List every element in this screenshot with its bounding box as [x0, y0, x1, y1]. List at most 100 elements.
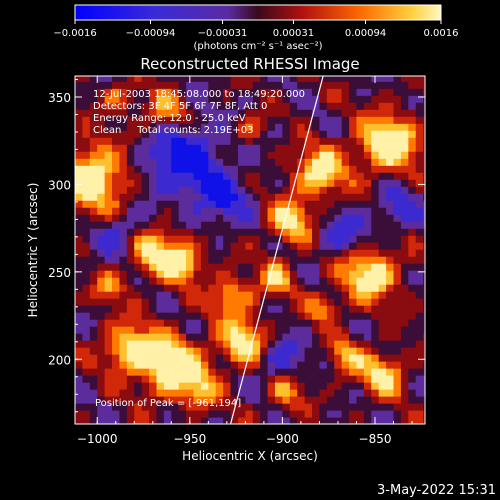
- heatmap-cell: [371, 312, 380, 320]
- heatmap-cell: [423, 382, 425, 390]
- heatmap-cell: [82, 144, 91, 152]
- heatmap-cell: [297, 151, 306, 159]
- heatmap-cell: [156, 256, 165, 264]
- heatmap-cell: [171, 333, 180, 341]
- heatmap-cell: [341, 165, 350, 173]
- heatmap-cell: [193, 340, 202, 348]
- heatmap-cell: [223, 179, 232, 187]
- heatmap-cell: [319, 340, 328, 348]
- heatmap-cell: [156, 389, 165, 397]
- heatmap-cell: [386, 179, 395, 187]
- heatmap-cell: [237, 368, 246, 376]
- heatmap-cell: [215, 375, 224, 383]
- heatmap-cell: [341, 375, 350, 383]
- heatmap-cell: [134, 207, 143, 215]
- y-tick-label: 350: [48, 91, 71, 105]
- heatmap-cell: [230, 172, 239, 180]
- heatmap-cell: [282, 270, 291, 278]
- heatmap-cell: [215, 95, 224, 103]
- heatmap-cell: [356, 116, 365, 124]
- heatmap-cell: [119, 221, 128, 229]
- heatmap-cell: [408, 354, 417, 362]
- heatmap-cell: [423, 410, 425, 418]
- heatmap-cell: [356, 102, 365, 110]
- heatmap-cell: [378, 410, 387, 418]
- heatmap-cell: [141, 235, 150, 243]
- heatmap-cell: [282, 137, 291, 145]
- heatmap-cell: [326, 137, 335, 145]
- heatmap-cell: [393, 368, 402, 376]
- heatmap-cell: [400, 368, 409, 376]
- heatmap-cell: [149, 284, 158, 292]
- heatmap-cell: [319, 354, 328, 362]
- heatmap-cell: [200, 200, 209, 208]
- heatmap-cell: [223, 382, 232, 390]
- heatmap-cell: [171, 179, 180, 187]
- heatmap-cell: [245, 207, 254, 215]
- heatmap-cell: [215, 193, 224, 201]
- heatmap-cell: [149, 389, 158, 397]
- heatmap-cell: [423, 333, 425, 341]
- heatmap-cell: [97, 235, 106, 243]
- heatmap-cell: [297, 326, 306, 334]
- heatmap-cell: [193, 172, 202, 180]
- heatmap-cell: [400, 347, 409, 355]
- heatmap-cell: [304, 312, 313, 320]
- heatmap-cell: [178, 319, 187, 327]
- heatmap-cell: [245, 263, 254, 271]
- heatmap-cell: [104, 95, 113, 103]
- heatmap-cell: [275, 396, 284, 404]
- heatmap-cell: [230, 158, 239, 166]
- heatmap-cell: [400, 207, 409, 215]
- heatmap-cell: [200, 214, 209, 222]
- heatmap-cell: [171, 88, 180, 96]
- heatmap-cell: [297, 179, 306, 187]
- heatmap-cell: [230, 186, 239, 194]
- heatmap-cell: [208, 333, 217, 341]
- heatmap-cell: [186, 410, 195, 418]
- heatmap-cell: [89, 207, 98, 215]
- heatmap-cell: [82, 123, 91, 131]
- heatmap-cell: [126, 361, 135, 369]
- heatmap-cell: [112, 130, 121, 138]
- heatmap-cell: [112, 403, 121, 411]
- heatmap-cell: [363, 109, 372, 117]
- heatmap-cell: [289, 179, 298, 187]
- heatmap-cell: [230, 228, 239, 236]
- heatmap-cell: [223, 165, 232, 173]
- heatmap-cell: [267, 389, 276, 397]
- heatmap-cell: [215, 207, 224, 215]
- heatmap-cell: [252, 305, 261, 313]
- heatmap-cell: [171, 305, 180, 313]
- heatmap-cell: [171, 396, 180, 404]
- heatmap-cell: [104, 123, 113, 131]
- heatmap-cell: [267, 228, 276, 236]
- heatmap-cell: [156, 291, 165, 299]
- heatmap-cell: [400, 179, 409, 187]
- heatmap-cell: [341, 326, 350, 334]
- heatmap-cell: [341, 403, 350, 411]
- heatmap-cell: [112, 179, 121, 187]
- heatmap-cell: [112, 361, 121, 369]
- heatmap-cell: [215, 179, 224, 187]
- heatmap-cell: [156, 270, 165, 278]
- heatmap-cell: [400, 403, 409, 411]
- peak-position-label: Position of Peak = [-961,194]: [95, 398, 241, 409]
- heatmap-cell: [267, 403, 276, 411]
- heatmap-cell: [312, 95, 321, 103]
- heatmap-cell: [82, 193, 91, 201]
- heatmap-cell: [378, 242, 387, 250]
- heatmap-cell: [282, 81, 291, 89]
- heatmap-cell: [319, 116, 328, 124]
- heatmap-cell: [289, 368, 298, 376]
- heatmap-cell: [230, 221, 239, 229]
- heatmap-cell: [349, 221, 358, 229]
- heatmap-cell: [186, 88, 195, 96]
- heatmap-cell: [163, 298, 172, 306]
- heatmap-cell: [408, 137, 417, 145]
- heatmap-cell: [423, 326, 425, 334]
- heatmap-cell: [363, 179, 372, 187]
- heatmap-cell: [230, 319, 239, 327]
- heatmap-cell: [200, 312, 209, 320]
- heatmap-cell: [149, 158, 158, 166]
